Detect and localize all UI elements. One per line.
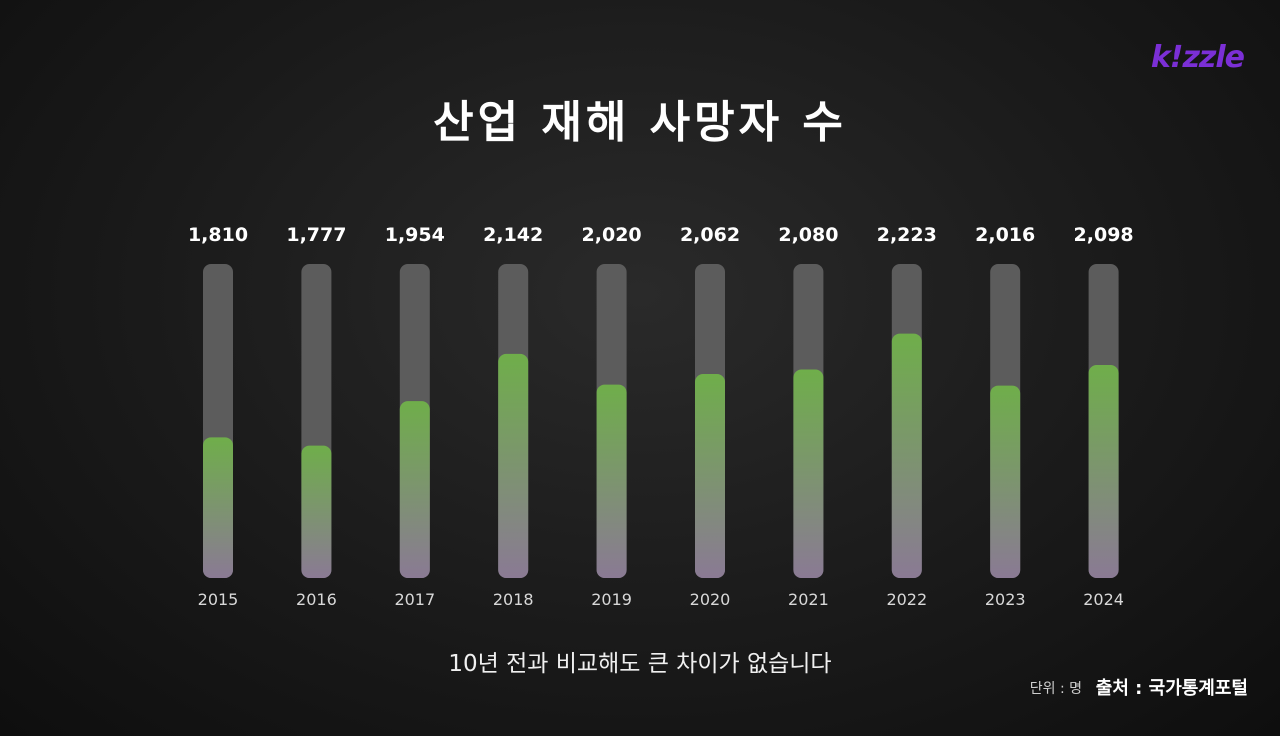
value-label: 2,062 bbox=[680, 224, 740, 246]
value-label: 1,810 bbox=[188, 224, 248, 246]
x-tick-label: 2015 bbox=[198, 590, 239, 609]
bar-2022 bbox=[891, 333, 922, 578]
x-tick-label: 2019 bbox=[591, 590, 632, 609]
x-tick-label: 2020 bbox=[690, 590, 731, 609]
x-tick-label: 2022 bbox=[886, 590, 927, 609]
bar-2016 bbox=[301, 445, 332, 578]
bar-2015 bbox=[203, 437, 233, 578]
value-label: 2,016 bbox=[975, 224, 1035, 246]
value-label: 1,954 bbox=[385, 224, 445, 246]
x-tick-label: 2016 bbox=[296, 590, 337, 609]
x-tick-label: 2017 bbox=[394, 590, 435, 609]
x-tick-label: 2023 bbox=[985, 590, 1026, 609]
bar-2023 bbox=[990, 385, 1021, 578]
bar-2021 bbox=[793, 369, 824, 578]
bar-2019 bbox=[596, 384, 627, 578]
value-label: 2,223 bbox=[877, 224, 937, 246]
bar-2018 bbox=[498, 353, 529, 578]
value-label: 2,080 bbox=[778, 224, 838, 246]
value-label: 2,098 bbox=[1074, 224, 1134, 246]
unit-label: 단위 : 명 bbox=[1029, 681, 1082, 697]
x-tick-label: 2021 bbox=[788, 590, 829, 609]
kizzle-logo: k!zzle bbox=[1150, 40, 1245, 75]
bar-2020 bbox=[695, 374, 725, 578]
bar-2024 bbox=[1088, 364, 1119, 578]
x-tick-label: 2024 bbox=[1083, 590, 1124, 609]
chart-title: 산업 재해 사망자 수 bbox=[433, 97, 847, 148]
x-tick-label: 2018 bbox=[493, 590, 534, 609]
value-label: 2,142 bbox=[483, 224, 543, 246]
chart-caption: 10년 전과 비교해도 큰 차이가 없습니다 bbox=[448, 651, 832, 677]
bar-2017 bbox=[399, 401, 430, 578]
value-label: 1,777 bbox=[286, 224, 346, 246]
value-label: 2,020 bbox=[582, 224, 642, 246]
source-label: 출처 : 국가통계포털 bbox=[1095, 678, 1248, 699]
